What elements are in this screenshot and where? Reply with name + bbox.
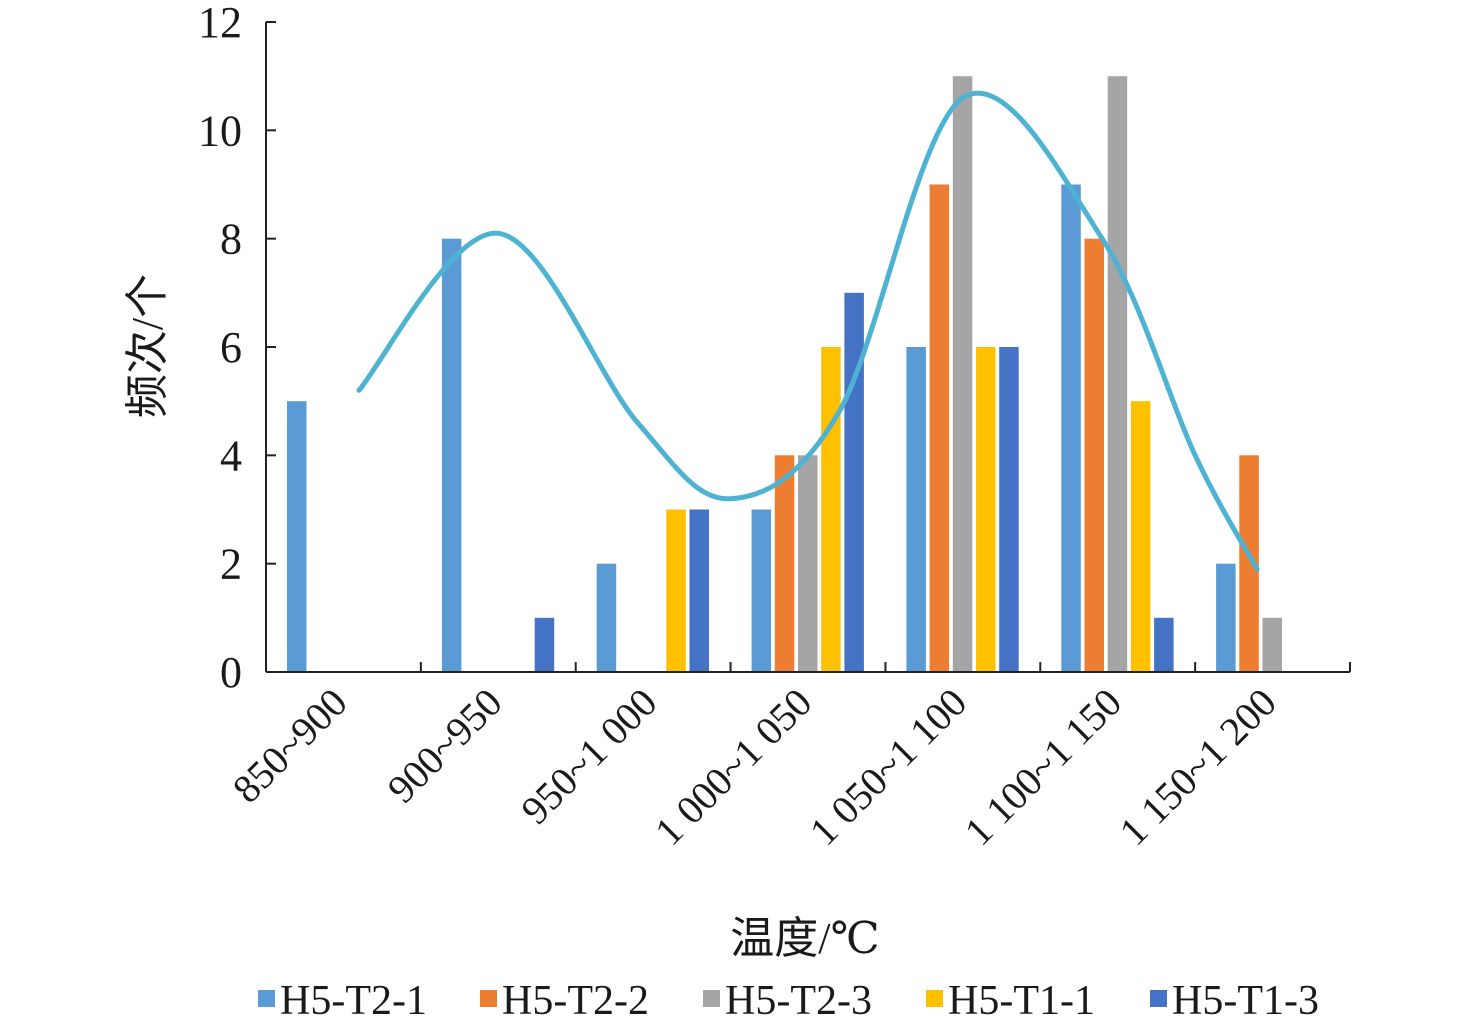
bar-H5-T2-1-1 000~1 050	[751, 509, 772, 672]
bar-H5-T1-1-950~1 000	[666, 509, 686, 672]
bar-H5-T2-2-1 000~1 050	[774, 455, 795, 672]
bar-H5-T2-3-1 100~1 150	[1107, 76, 1128, 672]
bar-H5-T1-3-950~1 000	[689, 509, 709, 672]
bar-H5-T1-3-1 100~1 150	[1154, 617, 1174, 672]
bar-H5-T1-3-1 000~1 050	[844, 292, 864, 672]
x-axis-title: 温度/℃	[730, 914, 879, 963]
x-tick-label: 1 100~1 150	[956, 680, 1130, 854]
trend-line	[356, 90, 1260, 572]
bar-H5-T2-2-1 100~1 150	[1084, 238, 1104, 672]
legend-swatch	[1150, 990, 1167, 1007]
bar-H5-T1-1-1 100~1 150	[1130, 401, 1151, 672]
bar-H5-T2-3-1 150~1 200	[1262, 617, 1282, 672]
legend-label: H5-T2-2	[502, 978, 649, 1024]
y-tick-labels: 0 2 4 6 8 10 12	[198, 0, 242, 697]
bar-H5-T2-1-1 050~1 100	[906, 347, 926, 672]
y-tick-label: 12	[198, 0, 242, 47]
bar-H5-T2-1-1 150~1 200	[1216, 563, 1236, 672]
bar-H5-T2-1-950~1 000	[596, 563, 617, 672]
y-tick-label: 2	[220, 540, 242, 589]
legend-swatch	[926, 990, 943, 1007]
bar-H5-T2-2-1 150~1 200	[1239, 455, 1259, 672]
y-tick-label: 0	[220, 648, 242, 697]
y-tick-label: 6	[220, 323, 242, 372]
y-tick-label: 4	[220, 431, 242, 480]
legend: H5-T2-1 H5-T2-2 H5-T2-3 H5-T1-1 H5-T1-3	[258, 978, 1319, 1024]
legend-label: H5-T2-3	[725, 978, 872, 1024]
bar-H5-T2-1-850~900	[287, 401, 307, 672]
bar-H5-T2-1-1 100~1 150	[1061, 184, 1081, 672]
y-tick-label: 10	[198, 106, 242, 155]
x-tick-label: 1 050~1 100	[801, 680, 975, 854]
bar-H5-T2-1-900~950	[441, 238, 462, 672]
legend-swatch	[480, 990, 497, 1007]
bar-H5-T2-3-1 050~1 100	[952, 76, 973, 672]
axes-layer	[265, 21, 1351, 673]
x-tick-label: 850~900	[224, 680, 356, 812]
bar-H5-T2-2-1 050~1 100	[929, 184, 950, 672]
bars-layer	[287, 76, 1282, 672]
bar-H5-T1-3-1 050~1 100	[999, 347, 1019, 672]
legend-label: H5-T1-1	[948, 978, 1095, 1024]
y-tick-label: 8	[220, 215, 242, 264]
x-tick-label: 1 150~1 200	[1111, 680, 1285, 854]
y-axis-title: 频次/个	[123, 274, 172, 418]
bar-H5-T1-3-900~950	[534, 617, 555, 672]
legend-label: H5-T2-1	[280, 978, 427, 1024]
bar-H5-T1-1-1 050~1 100	[976, 347, 996, 672]
x-tick-label: 1 000~1 050	[646, 680, 820, 854]
bar-H5-T2-3-1 000~1 050	[798, 455, 818, 672]
x-tick-label: 950~1 000	[512, 680, 665, 833]
x-tick-label: 900~950	[379, 680, 511, 812]
bar-H5-T1-1-1 000~1 050	[821, 347, 841, 672]
legend-swatch	[703, 990, 720, 1007]
legend-label: H5-T1-3	[1172, 978, 1319, 1024]
legend-swatch	[258, 990, 275, 1007]
